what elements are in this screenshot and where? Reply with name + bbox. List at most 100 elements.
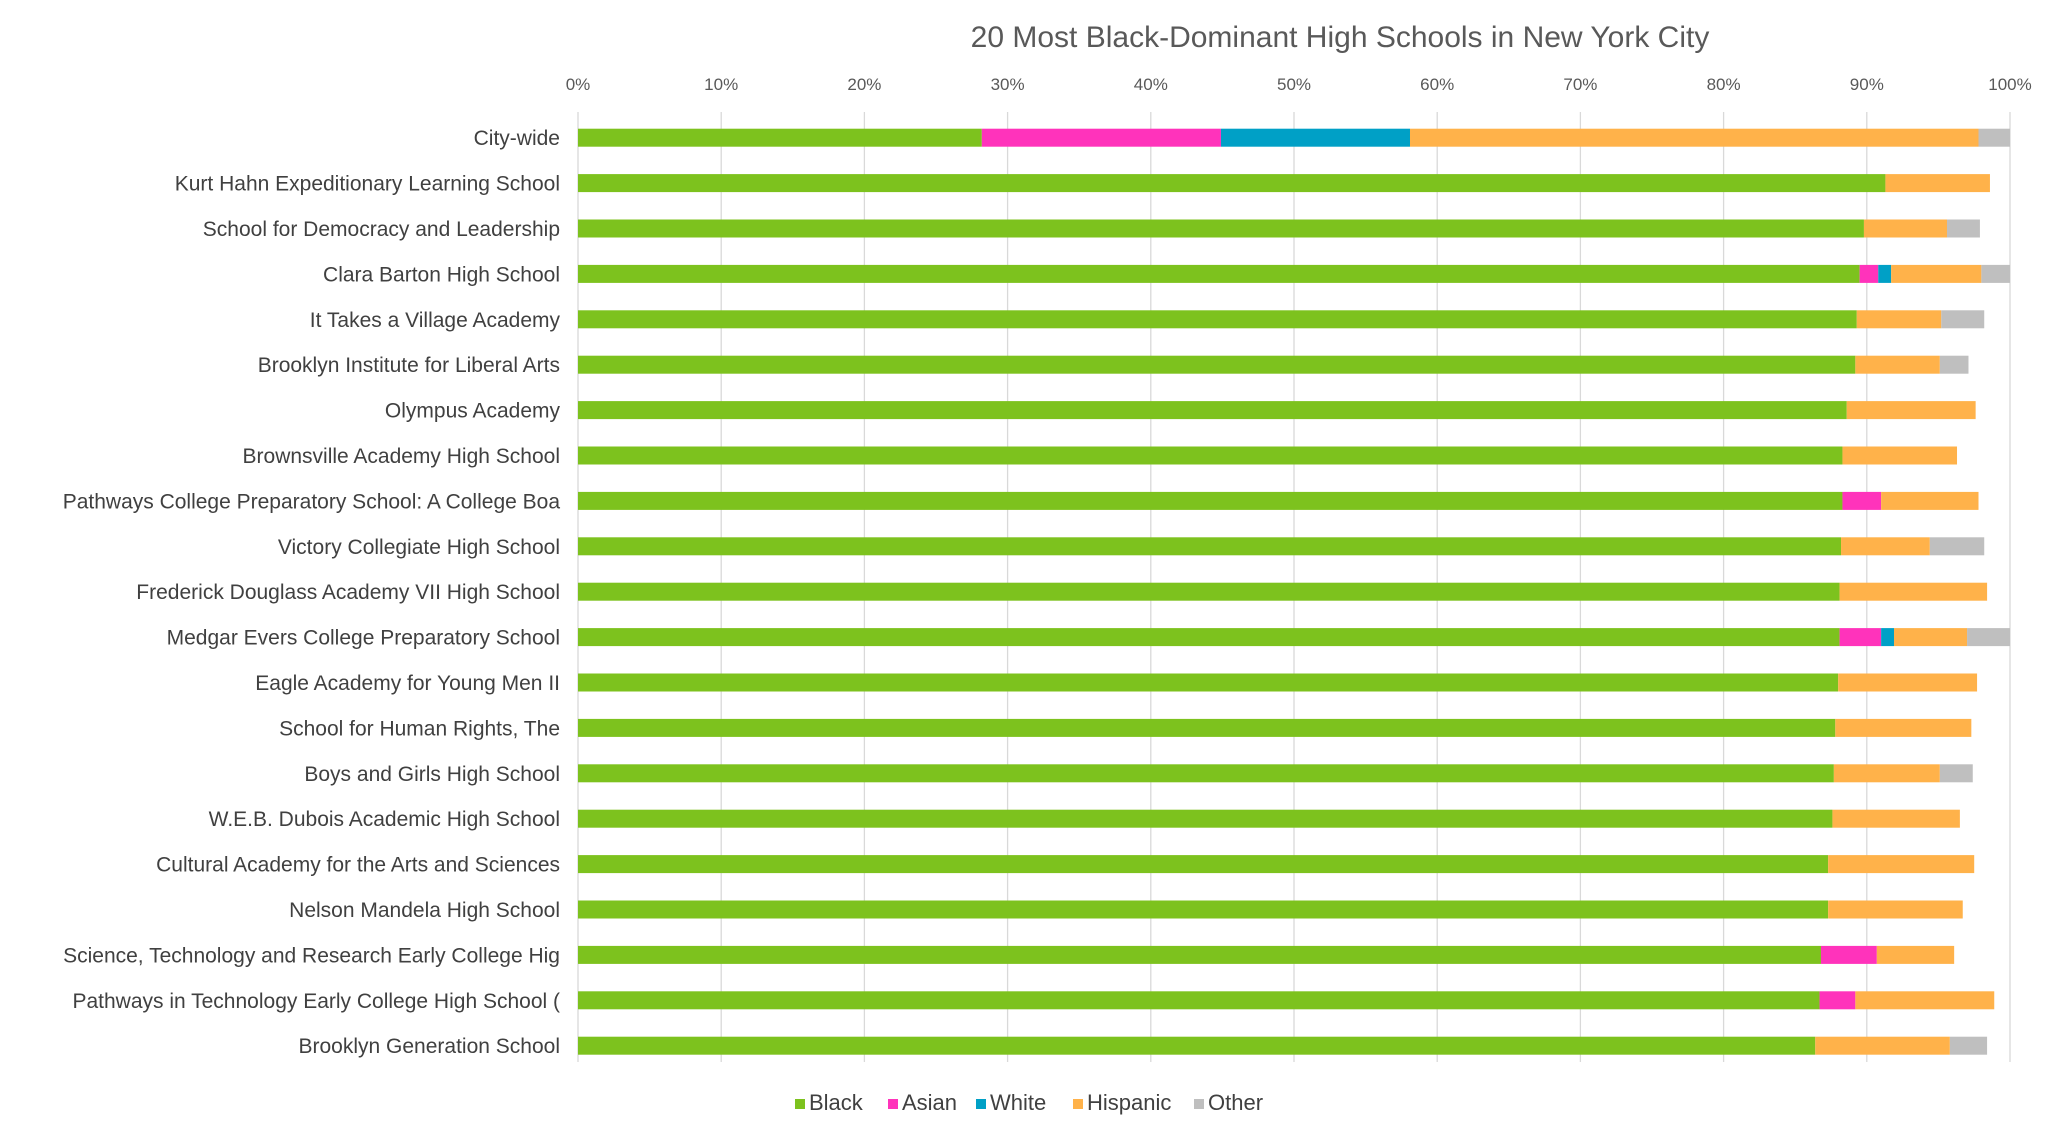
bar-segment-black [578, 174, 1886, 193]
legend-swatch [1194, 1099, 1204, 1109]
bar-segment-black [578, 219, 1864, 238]
category-label: W.E.B. Dubois Academic High School [209, 808, 560, 831]
category-label: Science, Technology and Research Early C… [63, 944, 560, 967]
bar-segment-other [1929, 537, 1985, 556]
x-tick-label: 90% [1850, 75, 1884, 94]
bar-segment-black [578, 945, 1821, 964]
x-tick-label: 60% [1420, 75, 1454, 94]
bar-segment-black [578, 764, 1834, 783]
bar-segment-black [578, 401, 1847, 420]
category-label: Kurt Hahn Expeditionary Learning School [175, 173, 560, 196]
bar-segment-hispanic [1815, 1036, 1950, 1055]
bar-segment-hispanic [1881, 491, 1979, 510]
legend-label: Black [809, 1090, 864, 1115]
bar-segment-black [578, 628, 1840, 647]
legend-label: Other [1208, 1090, 1263, 1115]
bar-segment-other [1967, 628, 2010, 647]
legend-swatch [888, 1099, 898, 1109]
x-tick-label: 30% [991, 75, 1025, 94]
x-tick-label: 10% [704, 75, 738, 94]
bar-segment-hispanic [1856, 310, 1942, 329]
x-tick-label: 0% [566, 75, 591, 94]
bar-segment-black [578, 900, 1829, 919]
bar-segment-hispanic [1832, 809, 1960, 828]
bar-segment-black [578, 673, 1839, 692]
bar-segment-hispanic [1835, 718, 1972, 737]
bar-segment-white [1220, 128, 1410, 147]
bar-segment-hispanic [1846, 401, 1976, 420]
category-label: Frederick Douglass Academy VII High Scho… [136, 581, 560, 604]
category-label: Nelson Mandela High School [289, 899, 560, 922]
bar-segment-hispanic [1833, 764, 1940, 783]
legend-label: Asian [902, 1090, 957, 1115]
bar-segment-other [1941, 310, 1985, 329]
bar-segment-asian [981, 128, 1221, 147]
bar-segment-hispanic [1841, 537, 1930, 556]
bar-segment-black [578, 718, 1836, 737]
category-label: Brooklyn Institute for Liberal Arts [258, 354, 560, 377]
bar-segment-other [1946, 219, 1980, 238]
bar-segment-other [1978, 128, 2010, 147]
bar-segment-asian [1819, 991, 1856, 1010]
bar-segment-black [578, 855, 1829, 874]
chart-title: 20 Most Black-Dominant High Schools in N… [971, 21, 1710, 54]
category-label: School for Democracy and Leadership [203, 218, 560, 241]
x-tick-label: 80% [1707, 75, 1741, 94]
bar-segment-hispanic [1894, 628, 1968, 647]
category-label: City-wide [474, 127, 560, 150]
bar-segment-other [1939, 355, 1969, 374]
x-tick-label: 70% [1563, 75, 1597, 94]
bar-segment-black [578, 446, 1843, 465]
bar-segment-black [578, 264, 1860, 283]
category-label: Cultural Academy for the Arts and Scienc… [156, 854, 560, 877]
legend-label: Hispanic [1087, 1090, 1171, 1115]
bar-segment-hispanic [1409, 128, 1979, 147]
category-labels: City-wide Kurt Hahn Expeditionary Learnin… [63, 127, 561, 1058]
category-label: Medgar Evers College Preparatory School [167, 627, 560, 650]
bar-segment-black [578, 582, 1840, 601]
x-tick-label: 50% [1277, 75, 1311, 94]
category-label: Victory Collegiate High School [278, 536, 560, 559]
bar-segment-other [1939, 764, 1973, 783]
bar-segment-asian [1859, 264, 1879, 283]
bar-segment-hispanic [1891, 264, 1982, 283]
bar-segment-hispanic [1828, 855, 1975, 874]
bar-segment-asian [1839, 628, 1882, 647]
bar-segment-hispanic [1885, 174, 1990, 193]
bar-segment-black [578, 491, 1843, 510]
bar-segment-hispanic [1838, 673, 1978, 692]
bar-segment-black [578, 355, 1856, 374]
x-tick-label: 100% [1988, 75, 2031, 94]
legend-swatch [1073, 1099, 1083, 1109]
category-label: Boys and Girls High School [304, 763, 560, 786]
bar-segment-hispanic [1828, 900, 1963, 919]
bar-segment-asian [1842, 491, 1882, 510]
category-label: It Takes a Village Academy [310, 309, 561, 332]
bars [578, 128, 2010, 1055]
bar-segment-hispanic [1855, 355, 1940, 374]
category-label: Pathways College Preparatory School: A C… [63, 490, 561, 513]
bar-segment-other [1981, 264, 2010, 283]
bar-segment-black [578, 537, 1842, 556]
bar-segment-other [1949, 1036, 1988, 1055]
x-tick-label: 20% [847, 75, 881, 94]
category-label: Olympus Academy [385, 400, 561, 423]
category-label: Brooklyn Generation School [299, 1035, 561, 1058]
bar-segment-white [1881, 628, 1895, 647]
x-axis-ticks: 0% 10% 20% 30% 40% 50% 60% 70% 80% 90% 100% [566, 75, 2032, 94]
bar-segment-asian [1820, 945, 1877, 964]
bar-segment-black [578, 809, 1833, 828]
bar-segment-black [578, 1036, 1816, 1055]
legend: Black Asian White Hispanic Other [795, 1090, 1263, 1115]
bar-segment-black [578, 991, 1820, 1010]
bar-segment-hispanic [1855, 991, 1995, 1010]
category-label: Eagle Academy for Young Men II [255, 672, 560, 695]
bar-segment-black [578, 128, 982, 147]
x-tick-label: 40% [1134, 75, 1168, 94]
bar-segment-hispanic [1839, 582, 1988, 601]
category-label: Clara Barton High School [323, 263, 560, 286]
category-label: Pathways in Technology Early College Hig… [72, 990, 560, 1013]
bar-segment-hispanic [1876, 945, 1955, 964]
bar-segment-black [578, 310, 1857, 329]
